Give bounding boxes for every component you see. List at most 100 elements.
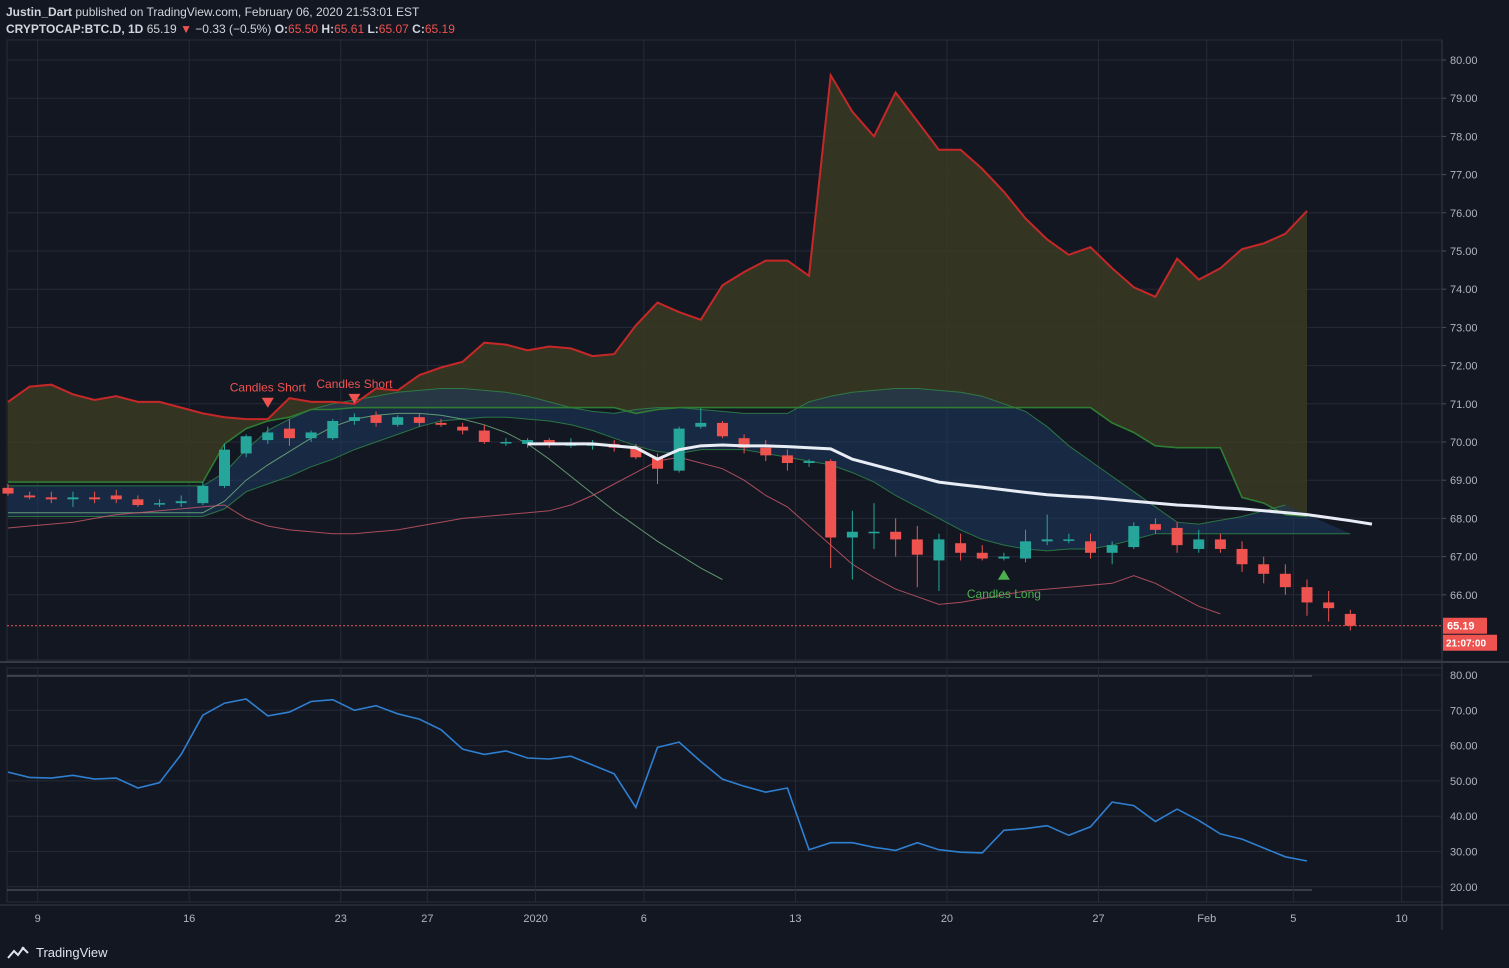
candle-up[interactable] [1063,539,1075,541]
publish-line: Justin_Dart published on TradingView.com… [6,4,1106,21]
candle-down[interactable] [1236,548,1248,565]
close-value: 65.19 [424,22,455,36]
candle-up[interactable] [197,485,209,504]
short-signal-label: Candles Short [230,381,307,395]
candle-up[interactable] [1128,526,1140,548]
symbol-line: CRYPTOCAP:BTC.D, 1D 65.19 ▼ −0.33 (−0.5%… [6,21,1106,38]
candle-down[interactable] [543,440,555,444]
time-axis-label: 13 [789,913,801,925]
oscillator-tick-label: 50.00 [1450,776,1478,788]
candle-down[interactable] [890,531,902,540]
time-axis-label: 16 [183,913,195,925]
candle-down[interactable] [760,447,772,456]
candle-down[interactable] [630,447,642,458]
price-tick-label: 66.00 [1450,590,1478,602]
price-tick-label: 77.00 [1450,170,1478,182]
candle-down[interactable] [1171,527,1183,546]
price-tick-label: 76.00 [1450,208,1478,220]
oscillator-tick-label: 40.00 [1450,811,1478,823]
candle-up[interactable] [998,556,1010,559]
candle-down[interactable] [45,497,57,500]
price-tick-label: 80.00 [1450,55,1478,67]
candle-up[interactable] [500,442,512,444]
low-label: L: [367,22,379,36]
time-axis-label: 10 [1395,913,1407,925]
candle-down[interactable] [1279,573,1291,588]
oscillator-tick-label: 20.00 [1450,882,1478,894]
price-change: −0.33 (−0.5%) [195,22,272,36]
candle-down[interactable] [781,455,793,464]
candle-up[interactable] [240,436,252,454]
symbol-name[interactable]: CRYPTOCAP:BTC.D, 1D [6,22,144,36]
price-tick-label: 69.00 [1450,475,1478,487]
candle-up[interactable] [1020,541,1032,559]
candle-up[interactable] [175,501,187,504]
candle-down[interactable] [1323,602,1335,609]
candle-up[interactable] [154,503,166,505]
time-axis-label: Feb [1197,913,1216,925]
candle-down[interactable] [738,438,750,448]
close-label: C: [412,22,425,36]
last-price-label: 65.19 [1447,621,1475,633]
candle-up[interactable] [327,420,339,439]
candle-down[interactable] [976,552,988,559]
candle-up[interactable] [67,497,79,500]
price-tick-label: 67.00 [1450,552,1478,564]
candle-up[interactable] [305,432,317,439]
candle-down[interactable] [370,415,382,423]
open-value: 65.50 [288,22,319,36]
candle-up[interactable] [522,440,534,444]
publisher-name[interactable]: Justin_Dart [6,5,73,19]
price-tick-label: 68.00 [1450,513,1478,525]
price-tick-label: 78.00 [1450,131,1478,143]
candle-down[interactable] [825,461,837,538]
candle-down[interactable] [1085,541,1096,553]
candle-down[interactable] [457,426,469,431]
candle-up[interactable] [392,417,404,425]
candle-down[interactable] [24,495,36,498]
candle-down[interactable] [89,497,101,500]
candle-up[interactable] [262,432,274,441]
candle-down[interactable] [1301,587,1313,603]
candle-down[interactable] [413,417,425,423]
candle-down[interactable] [1344,613,1356,626]
candle-up[interactable] [933,539,945,561]
time-axis-label: 27 [1092,913,1104,925]
oscillator-tick-label: 80.00 [1450,670,1478,682]
countdown-tag [1443,634,1497,651]
candle-down[interactable] [955,543,967,553]
candle-down[interactable] [911,539,923,555]
tradingview-logo[interactable]: TradingView [6,945,108,960]
time-axis-label: 23 [335,913,347,925]
channel-fill [8,388,1351,551]
candle-down[interactable] [1258,564,1270,574]
candle-down[interactable] [2,487,14,494]
candle-down[interactable] [283,428,295,439]
candle-down[interactable] [478,430,490,442]
candle-down[interactable] [652,457,663,469]
candle-down[interactable] [716,422,728,437]
candle-up[interactable] [846,531,858,538]
candle-up[interactable] [868,531,880,534]
oscillator-pane-frame [6,667,1443,903]
candle-up[interactable] [1106,545,1118,553]
tradingview-cloud-icon [7,945,29,959]
candle-down[interactable] [435,422,447,425]
short-signal-label: Candles Short [316,377,393,391]
candle-down[interactable] [132,499,144,506]
long-signal-arrow-icon [997,569,1010,580]
candle-up[interactable] [695,422,707,427]
time-axis-label: 5 [1290,913,1296,925]
candle-up[interactable] [803,461,815,464]
candle-down[interactable] [1149,524,1161,530]
candle-up[interactable] [1193,539,1205,549]
candle-up[interactable] [348,417,360,421]
candle-down[interactable] [1214,539,1226,549]
candle-up[interactable] [1041,539,1053,542]
candle-up[interactable] [219,449,230,486]
last-price-tag [1443,617,1487,634]
candle-down[interactable] [110,495,122,500]
cloud-bottom-line [8,406,1308,518]
price-tick-label: 73.00 [1450,322,1478,334]
